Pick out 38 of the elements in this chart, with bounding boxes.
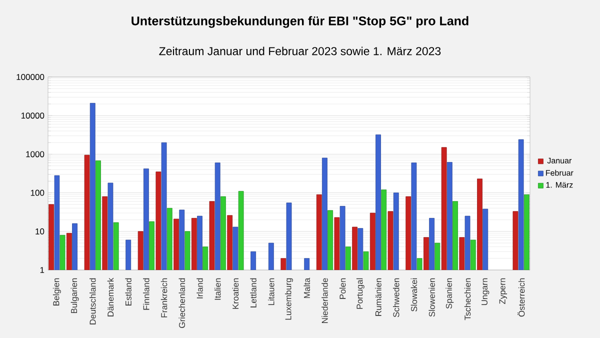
x-tick-label: Litauen — [268, 278, 274, 305]
x-tick-label: Österreich — [517, 278, 525, 317]
y-tick-label: 10000 — [21, 112, 44, 119]
x-tick-label: Kroatien — [232, 278, 239, 309]
chart-subtitle: Zeitraum Januar und Februar 2023 sowie 1. März 2023 — [159, 46, 441, 56]
y-tick-label: 1000 — [26, 151, 44, 158]
x-tick-label: Dänemark — [107, 278, 114, 316]
x-tick-label: Niederlande — [322, 278, 328, 323]
x-tick-label: Estland — [125, 278, 132, 306]
x-tick-label: Lettland — [250, 278, 256, 308]
x-tick-label: Malta — [304, 278, 310, 298]
chart-title: Unterstützungsbekundungen für EBI "Stop 5G" pro Land — [132, 16, 468, 28]
x-tick-label: Tschechien — [464, 278, 471, 320]
y-tick-label: 100 — [30, 190, 44, 196]
x-tick-label: Deutschland — [90, 278, 96, 324]
x-tick-label: Irland — [196, 278, 203, 298]
x-tick-label: Frankreich — [160, 278, 168, 318]
y-tick-label: 1 — [40, 267, 44, 273]
legend-label: Januar — [547, 158, 572, 164]
y-tick-label: 100000 — [16, 74, 44, 80]
x-tick-label: Slowakei — [410, 278, 418, 312]
x-tick-label: Luxemburg — [285, 278, 293, 320]
x-tick-label: Zypern — [499, 278, 508, 304]
x-tick-label: Bulgarien — [70, 278, 79, 314]
x-tick-label: Rumänien — [375, 278, 382, 316]
x-tick-label: Finnland — [143, 278, 150, 310]
x-tick-label: Belgien — [52, 278, 61, 306]
x-tick-label: Ungarn — [482, 278, 490, 306]
x-tick-label: Schweden — [392, 278, 400, 318]
legend-label: 1. März — [546, 182, 573, 188]
legend-label: Februar — [546, 170, 574, 176]
x-tick-label: Italien — [214, 278, 221, 300]
x-tick-label: Portugal — [356, 278, 364, 309]
x-tick-label: Polen — [339, 278, 346, 299]
x-tick-label: Spanien — [446, 278, 454, 309]
x-tick-label: Griechenland — [178, 278, 186, 328]
y-tick-label: 10 — [36, 228, 44, 234]
x-tick-label: Slowenien — [428, 278, 435, 317]
